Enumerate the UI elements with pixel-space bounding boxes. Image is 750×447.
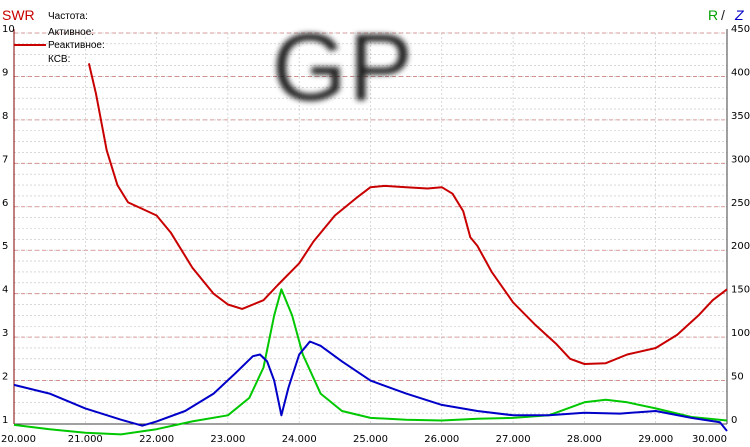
left-tick-label: 4 [2,285,8,296]
right-tick-label: 450 [731,24,750,35]
legend-frequency: Частота: [48,11,88,22]
right-tick-label: 100 [731,328,750,339]
x-tick-label: 27.000 [496,434,531,445]
series-swr-line [87,63,728,365]
right-tick-label: 50 [731,372,744,383]
left-tick-label: 6 [2,198,8,209]
right-tick-label: 0 [731,415,737,426]
right-tick-label: 200 [731,241,750,252]
r-title: R [708,7,718,23]
x-tick-label: 21.000 [68,434,103,445]
right-tick-label: 400 [731,67,750,78]
left-tick-label: 1 [2,415,8,426]
left-axis-ticks: 1 2 3 4 5 6 7 8 9 10 [2,24,15,426]
x-tick-label: 28.000 [567,434,602,445]
right-tick-label: 350 [731,111,750,122]
left-tick-label: 10 [2,24,15,35]
left-tick-label: 5 [2,241,8,252]
watermark-logo: GP [272,14,415,121]
x-tick-label: 30.000 [692,434,727,445]
x-tick-label: 24.000 [282,434,317,445]
right-tick-label: 250 [731,198,750,209]
swr-title: SWR [2,7,35,23]
left-tick-label: 9 [2,67,8,78]
z-title: Z [734,7,744,23]
right-axis-ticks: 0 50 100 150 200 250 300 350 400 450 [731,24,750,426]
x-tick-label: 23.000 [210,434,245,445]
legend-reactive: Реактивное: [48,40,105,51]
series-r-line [13,288,728,436]
legend-swr: КСВ: [48,54,70,65]
right-tick-label: 300 [731,154,750,165]
series-z-line [13,340,728,432]
x-axis-ticks: 20.000 21.000 22.000 23.000 24.000 25.000 26.0… [1,434,727,445]
right-tick-label: 150 [731,285,750,296]
legend-active: Активное: [48,27,94,38]
x-tick-label: 26.000 [424,434,459,445]
x-tick-label: 25.000 [353,434,388,445]
left-tick-label: 7 [2,154,8,165]
x-tick-label: 22.000 [139,434,174,445]
left-tick-label: 2 [2,372,8,383]
left-tick-label: 3 [2,328,8,339]
x-tick-label: 29.000 [638,434,673,445]
x-tick-label: 20.000 [1,434,36,445]
series-group [13,63,728,436]
left-tick-label: 8 [2,111,8,122]
title-separator: / [721,7,725,23]
